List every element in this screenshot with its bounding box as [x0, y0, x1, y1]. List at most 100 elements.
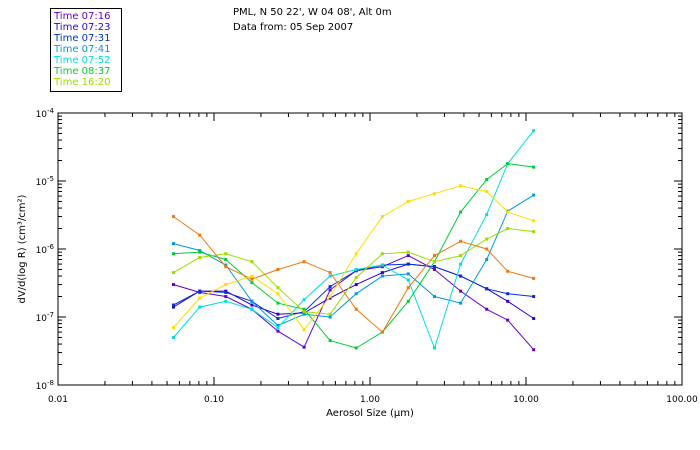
data-point	[459, 289, 463, 293]
y-tick-label: 10-7	[36, 311, 54, 324]
legend-item: Time 07:52	[54, 55, 111, 66]
series-4	[171, 129, 536, 350]
data-point	[406, 299, 410, 303]
data-point	[302, 328, 306, 332]
series-line	[173, 216, 534, 333]
data-point	[459, 239, 463, 243]
data-point	[432, 267, 436, 271]
data-point	[328, 339, 332, 343]
series-layer	[171, 129, 536, 352]
data-point	[328, 288, 332, 292]
series-2	[171, 262, 536, 321]
data-point	[380, 252, 384, 256]
data-point	[302, 310, 306, 314]
data-point	[198, 233, 202, 237]
data-point	[328, 312, 332, 316]
data-point	[224, 295, 228, 299]
data-point	[328, 296, 332, 300]
legend-item: Time 07:16	[54, 11, 111, 22]
y-axis-title: dV/d(log R) (cm³/cm²)	[17, 194, 28, 303]
data-point	[198, 289, 202, 293]
series-3	[171, 193, 536, 327]
data-point	[485, 307, 489, 311]
series-5	[171, 162, 536, 350]
data-point	[276, 292, 280, 296]
legend: Time 07:16 Time 07:23 Time 07:31 Time 07:41…	[50, 8, 122, 92]
legend-item: Time 07:41	[54, 44, 111, 55]
data-point	[276, 312, 280, 316]
data-point	[485, 247, 489, 251]
data-point	[328, 295, 332, 299]
data-point	[432, 254, 436, 258]
data-point	[532, 276, 536, 280]
data-point	[250, 299, 254, 303]
data-point	[224, 252, 228, 256]
data-point	[406, 272, 410, 276]
data-point	[506, 299, 510, 303]
location-line: PML, N 50 22', W 04 08', Alt 0m	[233, 7, 392, 18]
data-point	[506, 162, 510, 166]
x-tick-label: 1.00	[360, 395, 380, 405]
data-point	[250, 281, 254, 285]
data-point	[224, 299, 228, 303]
x-tick-label: 100.00	[666, 395, 698, 405]
data-point	[276, 329, 280, 333]
data-point	[302, 260, 306, 264]
data-point	[198, 255, 202, 259]
data-point	[406, 250, 410, 254]
plot-frame	[57, 112, 683, 386]
data-point	[380, 265, 384, 269]
axis-ticks: 0.01 0.10 1.00 10.00 100.00 10-8 10-7 10-6 10-5 1…	[36, 107, 698, 405]
data-point	[485, 190, 489, 194]
data-point	[198, 249, 202, 253]
y-tick-label: 10-4	[36, 107, 55, 120]
data-point	[276, 267, 280, 271]
data-point	[459, 301, 463, 305]
data-point	[250, 303, 254, 307]
data-point	[302, 345, 306, 349]
data-point	[224, 263, 228, 267]
data-point	[171, 303, 175, 307]
data-point	[406, 199, 410, 203]
data-point	[224, 290, 228, 294]
data-point	[532, 317, 536, 321]
data-point	[459, 254, 463, 258]
data-point	[459, 210, 463, 214]
data-point	[506, 292, 510, 296]
legend-item: Time 07:23	[54, 22, 111, 33]
data-point	[198, 250, 202, 254]
data-point	[380, 263, 384, 267]
data-point	[354, 267, 358, 271]
x-tick-label: 10.00	[513, 395, 539, 405]
data-point	[224, 265, 228, 269]
data-point	[506, 210, 510, 214]
date-line: Data from: 05 Sep 2007	[233, 22, 354, 33]
series-line	[173, 163, 534, 349]
data-point	[532, 193, 536, 197]
data-point	[328, 315, 332, 319]
data-point	[485, 258, 489, 262]
data-point	[250, 277, 254, 281]
data-point	[532, 219, 536, 223]
legend-item: Time 08:37	[54, 66, 111, 77]
data-point	[532, 348, 536, 352]
data-point	[532, 295, 536, 299]
data-point	[198, 305, 202, 309]
data-point	[171, 326, 175, 330]
data-point	[406, 254, 410, 258]
chart-header: PML, N 50 22', W 04 08', Alt 0m Data fro…	[233, 5, 392, 35]
data-point	[354, 292, 358, 296]
data-point	[406, 262, 410, 266]
data-point	[432, 265, 436, 269]
data-point	[485, 287, 489, 291]
x-tick-label: 0.10	[204, 395, 224, 405]
data-point	[354, 307, 358, 311]
series-line	[173, 130, 535, 350]
data-point	[380, 274, 384, 278]
y-tick-label: 10-5	[36, 175, 54, 188]
data-point	[432, 346, 436, 350]
data-point	[171, 252, 175, 256]
data-point	[406, 286, 410, 290]
y-tick-label: 10-8	[36, 379, 54, 392]
data-point	[302, 312, 306, 316]
